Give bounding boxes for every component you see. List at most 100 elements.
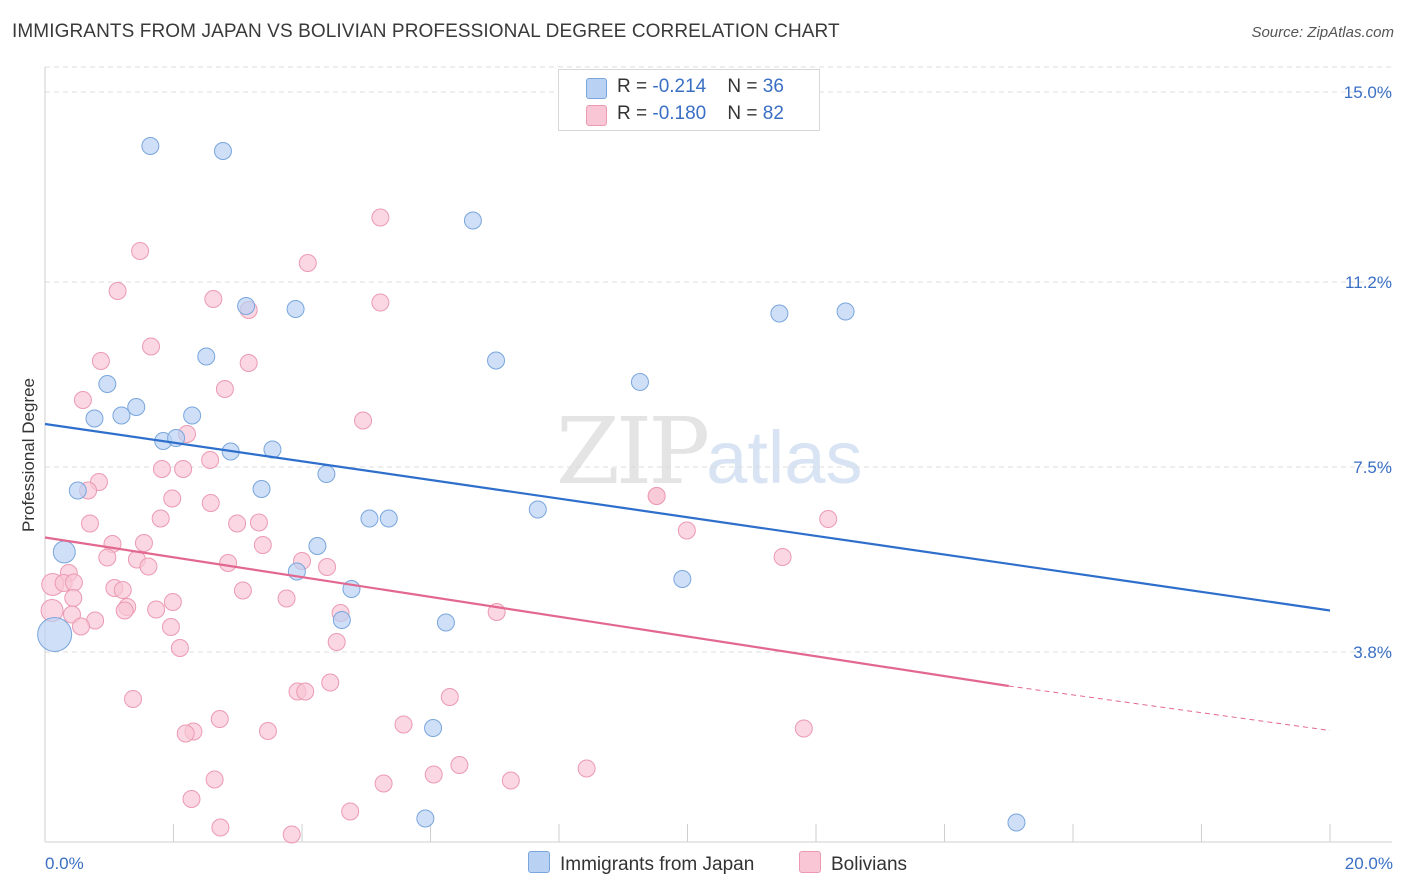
bolivia-point — [424, 765, 443, 784]
bolivia-point — [371, 208, 390, 227]
legend-r-label: R = — [617, 76, 653, 97]
bolivia-point — [258, 722, 277, 740]
bolivia-point — [151, 509, 170, 528]
bolivia-point — [233, 581, 252, 600]
japan-point — [98, 375, 117, 393]
bolivia-point — [440, 688, 459, 706]
bolivia-point — [450, 756, 469, 774]
bolivia-point — [62, 605, 81, 624]
bolivia-point — [182, 790, 201, 808]
legend-r-value: -0.214 — [652, 76, 707, 97]
bottom-legend-swatch-bolivia — [799, 851, 821, 873]
bolivia-point — [298, 254, 317, 272]
bolivia-point — [80, 514, 99, 533]
japan-point — [237, 297, 256, 315]
bolivia-point — [794, 719, 813, 738]
x-tick-label: 20.0% — [1345, 854, 1393, 873]
legend-r-label: R = — [617, 103, 653, 124]
bolivia-point — [115, 601, 134, 620]
watermark: ZIPatlas — [556, 398, 862, 505]
legend-row-bolivia: R = -0.180 N = 82 — [559, 102, 819, 128]
japan-point — [836, 302, 855, 321]
legend-swatch-japan — [586, 78, 607, 99]
trend-line-japan — [44, 422, 1331, 612]
bolivia-point — [219, 554, 238, 572]
bolivia-point — [73, 391, 92, 409]
bolivia-point — [501, 771, 520, 790]
legend: R = -0.214 N = 36 R = -0.180 N = 82 — [558, 69, 820, 131]
japan-point — [112, 406, 131, 425]
bolivia-point — [296, 682, 315, 701]
bolivia-point — [577, 759, 596, 778]
x-tick-label: 0.0% — [45, 854, 84, 873]
bolivia-point — [677, 521, 696, 540]
japan-point — [360, 509, 379, 528]
japan-point — [463, 211, 482, 230]
japan-point — [416, 809, 435, 828]
bolivia-point — [277, 589, 296, 608]
japan-point — [37, 617, 73, 652]
japan-point — [332, 611, 351, 629]
y-tick-label: 15.0% — [1344, 83, 1392, 102]
bolivia-point — [134, 534, 153, 552]
bolivia-point — [201, 494, 220, 512]
bolivia-point — [152, 460, 171, 478]
bolivia-point — [394, 715, 413, 734]
japan-point — [673, 570, 692, 588]
legend-r-value: -0.180 — [652, 103, 707, 124]
bolivia-point — [176, 724, 195, 743]
bolivia-point — [131, 242, 150, 260]
watermark-zip: ZIP — [556, 398, 710, 505]
legend-n-label: N = — [727, 76, 763, 97]
bolivia-point — [374, 774, 393, 793]
bottom-legend-swatch-japan — [528, 851, 550, 873]
legend-n-label: N = — [727, 103, 763, 124]
bolivia-point — [98, 548, 117, 567]
legend-swatch-bolivia — [586, 105, 607, 126]
bolivia-point — [108, 282, 127, 300]
bolivia-point — [819, 510, 838, 528]
japan-point — [213, 142, 232, 160]
y-tick-label: 7.5% — [1353, 458, 1392, 477]
japan-point — [52, 540, 76, 564]
bolivia-point — [64, 573, 83, 592]
bottom-legend-label-bolivia: Bolivians — [831, 854, 908, 875]
japan-point — [770, 304, 789, 323]
bolivia-point — [204, 290, 223, 308]
y-tick-label: 11.2% — [1345, 273, 1392, 292]
bolivia-point — [215, 380, 234, 398]
trend-line-bolivia — [44, 536, 1009, 688]
bottom-legend-japan: Immigrants from Japan — [528, 851, 754, 876]
japan-point — [197, 347, 216, 366]
y-axis-label: Professional Degree — [19, 378, 38, 532]
chart-title: IMMIGRANTS FROM JAPAN VS BOLIVIAN PROFES… — [12, 21, 840, 42]
japan-point — [183, 406, 202, 425]
bolivia-point — [647, 487, 666, 505]
japan-point — [286, 300, 305, 318]
bolivia-point — [139, 557, 158, 576]
y-tick-label: 3.8% — [1353, 643, 1392, 662]
japan-point — [436, 613, 455, 632]
bolivia-point — [210, 710, 229, 728]
bolivia-point — [147, 600, 166, 619]
bolivia-point — [91, 352, 110, 370]
legend-text-bolivia: R = -0.180 N = 82 — [617, 103, 784, 125]
bolivia-point — [354, 411, 373, 430]
bolivia-point — [163, 489, 182, 508]
bolivia-point — [163, 593, 182, 611]
bolivia-point — [170, 639, 189, 657]
japan-point — [487, 351, 506, 370]
bolivia-point — [124, 690, 143, 708]
japan-point — [308, 537, 327, 555]
japan-point — [424, 719, 443, 737]
bolivia-point — [239, 354, 258, 372]
bolivia-point — [321, 673, 340, 692]
source-credit: Source: ZipAtlas.com — [1251, 24, 1394, 41]
bolivia-point — [773, 548, 792, 566]
bolivia-point — [113, 581, 132, 599]
bolivia-point — [64, 589, 83, 607]
bolivia-point — [161, 618, 180, 636]
bottom-legend-label-japan: Immigrants from Japan — [560, 854, 755, 875]
